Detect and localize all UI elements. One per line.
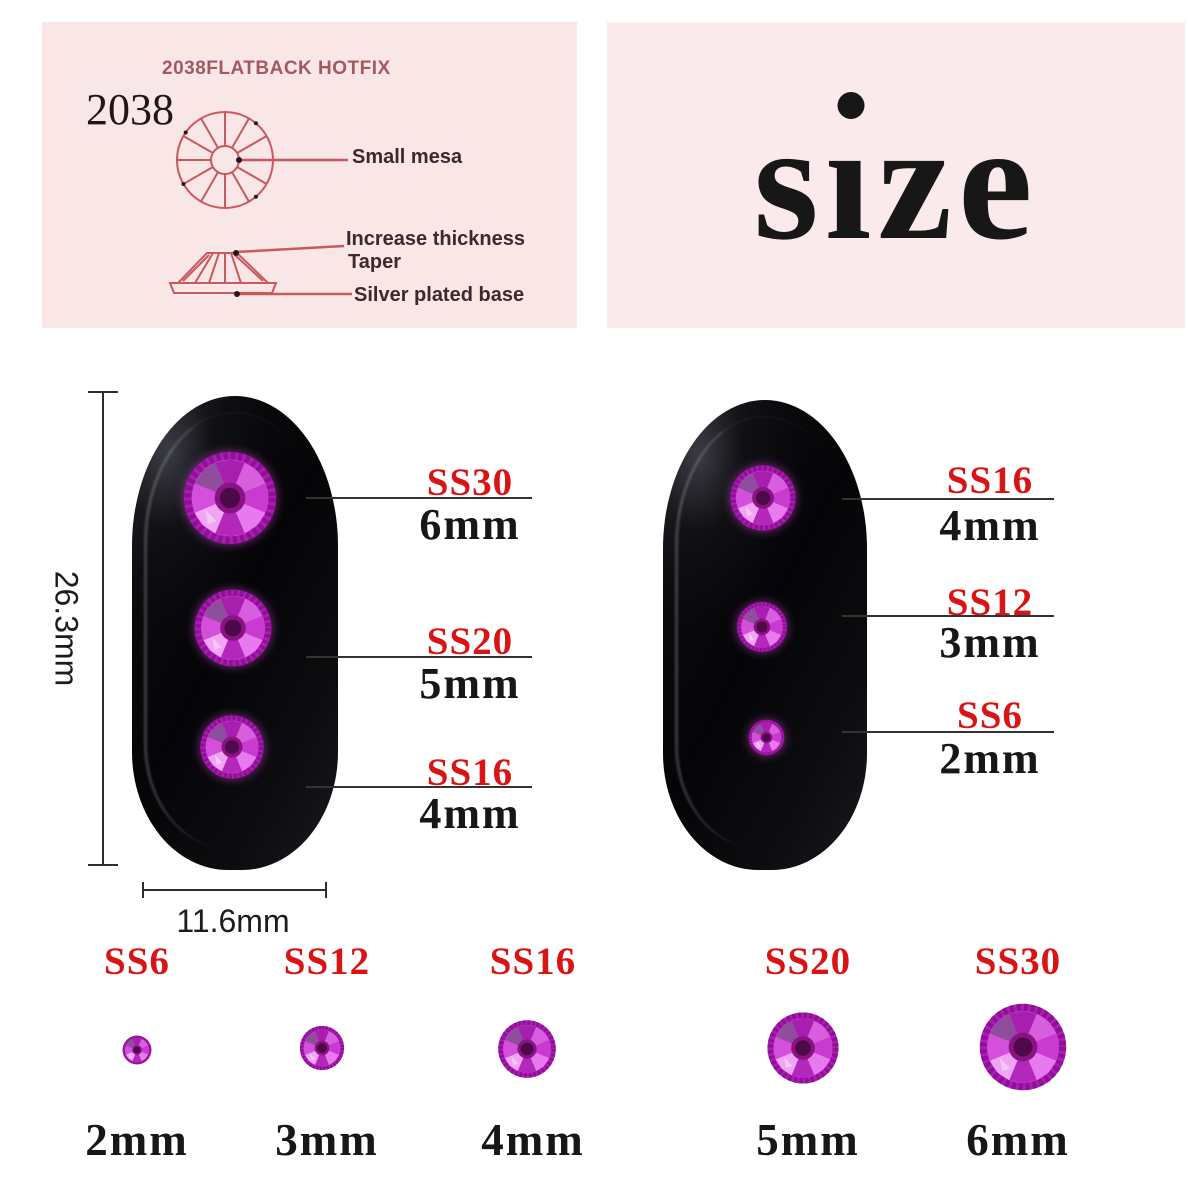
size-banner-panel: sıze (607, 22, 1185, 328)
annotation-ss-label: SS30 (426, 461, 514, 504)
rhinestone-ss20-sample (766, 1011, 840, 1085)
callout-taper: Taper (348, 251, 401, 273)
callout-small-mesa: Small mesa (352, 146, 463, 168)
annotation-leader-line (842, 498, 1054, 500)
chart-ss-label: SS20 (764, 940, 852, 983)
size-letters-ze: ze (877, 89, 1039, 275)
crystal-diagram (168, 111, 352, 297)
annotation-mm-label: 5mm (419, 659, 521, 708)
chart-ss-label: SS6 (104, 940, 170, 983)
chart-mm-label: 3mm (275, 1115, 379, 1165)
annotation-leader-line (306, 497, 532, 499)
height-dimension-top-cap (88, 391, 118, 393)
height-dimension-line (102, 392, 104, 866)
width-dimension-left-tick (142, 882, 144, 898)
annotation-ss-label: SS16 (426, 751, 514, 794)
annotation-ss-label: SS6 (957, 694, 1023, 737)
width-dimension-line (143, 889, 327, 891)
spec-model-number: 2038 (86, 85, 174, 134)
size-letter-i-with-dot: ı (824, 89, 878, 275)
size-banner-word: sıze (753, 98, 1038, 266)
annotation-leader-line (306, 786, 532, 788)
annotation-mm-label: 6mm (419, 500, 521, 549)
chart-mm-label: 6mm (966, 1115, 1070, 1165)
rhinestone-ss16-on-nail-right (729, 464, 797, 532)
chart-mm-label: 2mm (85, 1115, 189, 1165)
annotation-ss-label: SS16 (946, 459, 1034, 502)
rhinestone-ss30-sample (978, 1002, 1068, 1092)
chart-ss-label: SS16 (489, 940, 577, 983)
annotation-ss-label: SS20 (426, 620, 514, 663)
annotation-mm-label: 2mm (939, 734, 1041, 783)
rhinestone-ss12-on-nail-right (736, 601, 788, 653)
rhinestone-ss20-on-nail (193, 588, 273, 668)
spec-panel: 2038FLATBACK HOTFIX 2038 (42, 22, 577, 328)
annotation-mm-label: 4mm (939, 501, 1041, 550)
width-dimension-right-tick (325, 882, 327, 898)
nail-width-label: 11.6mm (176, 903, 290, 939)
nail-height-label: 26.3mm (48, 570, 85, 687)
rhinestone-ss16-on-nail (199, 714, 265, 780)
callout-silver-plated-base: Silver plated base (354, 284, 525, 306)
annotation-mm-label: 4mm (419, 789, 521, 838)
spec-panel-title: 2038FLATBACK HOTFIX (162, 58, 391, 79)
annotation-leader-line (306, 656, 532, 658)
annotation-leader-line (842, 615, 1054, 617)
rhinestone-ss30-on-nail (182, 450, 278, 546)
annotation-mm-label: 3mm (939, 618, 1041, 667)
chart-ss-label: SS30 (974, 940, 1062, 983)
rhinestone-ss12-sample (299, 1025, 345, 1071)
rhinestone-ss6-on-nail-right (748, 719, 785, 756)
annotation-leader-line (842, 731, 1054, 733)
size-letter-s: s (753, 89, 825, 275)
chart-mm-label: 5mm (756, 1115, 860, 1165)
rhinestone-ss16-sample (497, 1019, 557, 1079)
rhinestone-ss6-sample (122, 1035, 152, 1065)
chart-mm-label: 4mm (481, 1115, 585, 1165)
chart-ss-label: SS12 (283, 940, 371, 983)
height-dimension-bottom-cap (88, 864, 118, 866)
callout-increase-thickness: Increase thickness (346, 228, 525, 250)
